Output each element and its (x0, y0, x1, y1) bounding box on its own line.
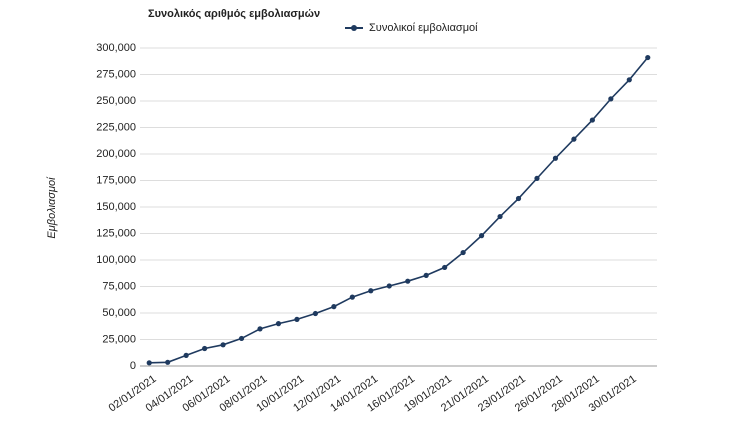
data-point (165, 359, 171, 365)
data-point (515, 195, 522, 202)
y-tick-label: 150,000 (96, 201, 136, 213)
y-tick-label: 250,000 (96, 95, 136, 107)
data-point (645, 54, 651, 61)
data-point (386, 283, 392, 289)
data-point (534, 175, 540, 181)
y-tick-label: 175,000 (96, 174, 136, 186)
data-point (497, 213, 503, 220)
series-line (149, 57, 649, 364)
chart-title: Συνολικός αριθμός εμβολιασμών (148, 8, 320, 20)
legend-label: Συνολικοί εμβολιασμοί (369, 22, 478, 34)
data-point (238, 335, 245, 342)
data-point (626, 77, 632, 83)
y-tick-label: 275,000 (96, 68, 136, 80)
data-point (183, 352, 189, 358)
data-point (552, 155, 559, 161)
data-point (146, 360, 152, 366)
y-tick-label: 100,000 (96, 254, 136, 266)
data-point (312, 310, 319, 317)
legend-marker (351, 25, 357, 31)
y-tick-label: 75,000 (102, 280, 136, 292)
y-tick-label: 200,000 (96, 148, 136, 160)
data-point (257, 326, 263, 332)
data-point (608, 96, 614, 102)
data-point (275, 321, 282, 327)
y-tick-label: 50,000 (102, 307, 136, 319)
data-point (589, 117, 595, 123)
data-point (368, 288, 374, 294)
y-tick-label: 0 (130, 360, 136, 372)
data-point (220, 342, 226, 348)
y-axis-title: Εμβολιασμοί (46, 176, 58, 239)
data-point (478, 233, 485, 239)
data-point (202, 345, 208, 352)
data-point (331, 304, 337, 310)
data-point (571, 136, 577, 142)
y-tick-label: 125,000 (96, 227, 136, 239)
data-point (349, 294, 355, 300)
data-point (460, 249, 466, 256)
data-point (294, 316, 300, 322)
data-point (442, 264, 448, 271)
data-point (405, 278, 411, 284)
y-tick-label: 300,000 (96, 42, 136, 54)
data-point (423, 272, 429, 278)
y-tick-label: 225,000 (96, 121, 136, 133)
y-tick-label: 25,000 (102, 333, 136, 345)
